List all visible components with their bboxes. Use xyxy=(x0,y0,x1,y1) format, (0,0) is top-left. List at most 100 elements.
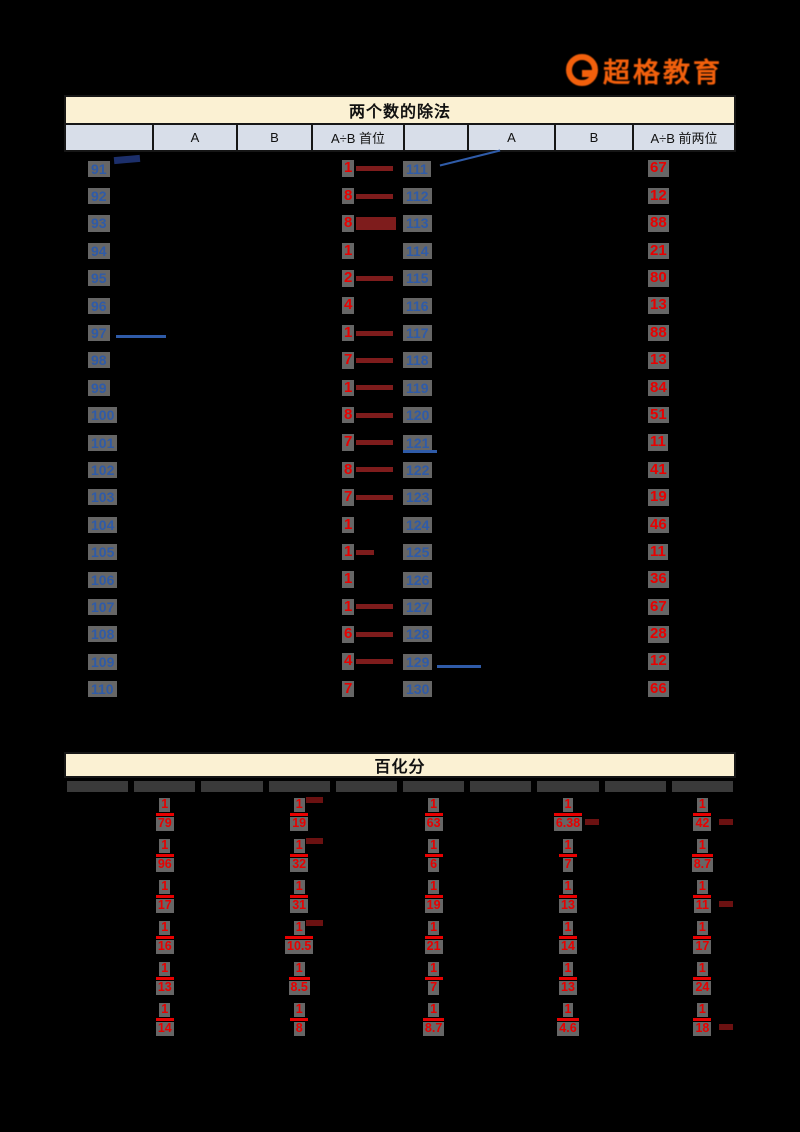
row-number-cell: 91 xyxy=(64,154,150,182)
table-row: 103 7 123 19 xyxy=(64,484,736,511)
fraction-denominator: 17 xyxy=(693,939,712,954)
value-a-cell xyxy=(150,237,234,264)
row-number-cell: 114 xyxy=(401,237,465,264)
column-header: B xyxy=(556,125,632,150)
fraction-denominator: 19 xyxy=(424,898,443,913)
fraction-answer-cell: 1 13 xyxy=(131,958,198,999)
answer-first-two-digits: 12 xyxy=(648,186,669,205)
value-b-cell xyxy=(234,566,309,593)
table-row: 99 1 119 84 xyxy=(64,374,736,401)
fraction-numerator: 1 xyxy=(696,1002,708,1017)
row-number: 122 xyxy=(403,461,433,479)
row-number-cell: 122 xyxy=(401,456,465,483)
fraction-denominator: 7 xyxy=(428,980,440,995)
fraction-answer: 1 31 xyxy=(290,879,309,913)
answer-first-digit-cell: 6 xyxy=(309,621,401,648)
value-b-cell xyxy=(234,210,309,237)
pen-stroke xyxy=(356,467,394,473)
value-b-cell xyxy=(552,374,630,401)
value-b-cell xyxy=(552,265,630,292)
value-a-cell xyxy=(150,292,234,319)
pen-mark xyxy=(403,450,437,454)
answer-first-two-digits-cell: 13 xyxy=(630,347,736,374)
fraction-bar xyxy=(693,1018,712,1021)
row-number: 110 xyxy=(88,681,117,698)
fraction-bar xyxy=(558,854,577,857)
pen-stroke xyxy=(356,659,394,665)
fraction-numerator: 1 xyxy=(562,838,574,853)
question-cell xyxy=(467,876,534,917)
table-row: 107 1 127 67 xyxy=(64,593,736,620)
question-cell xyxy=(602,794,669,835)
question-cell xyxy=(64,835,131,876)
fraction-numerator: 1 xyxy=(562,920,574,935)
answer-first-digit-cell: 4 xyxy=(309,648,401,675)
fraction-bar xyxy=(155,977,174,980)
fraction-bar xyxy=(557,1018,579,1021)
table-row: 95 2 115 80 xyxy=(64,265,736,292)
pen-stroke xyxy=(356,385,394,391)
table-row: 105 1 125 11 xyxy=(64,538,736,565)
value-a-cell xyxy=(465,593,552,620)
row-number: 123 xyxy=(403,489,433,506)
pen-stroke xyxy=(356,604,394,610)
answer-first-digit-cell: 8 xyxy=(309,456,401,483)
value-b-cell xyxy=(552,292,630,319)
pen-stroke xyxy=(356,494,394,500)
fraction-numerator: 1 xyxy=(428,797,440,812)
pen-mark xyxy=(437,665,481,669)
ink-smudge xyxy=(584,819,599,825)
fraction-denominator: 79 xyxy=(155,816,174,831)
value-a-cell xyxy=(150,429,234,456)
answer-first-two-digits: 88 xyxy=(648,214,669,232)
answer-first-two-digits-cell: 28 xyxy=(630,621,736,648)
answer-first-two-digits: 19 xyxy=(648,488,669,506)
question-text-blob xyxy=(470,781,532,792)
answer-first-two-digits: 36 xyxy=(648,570,669,588)
fraction-numerator: 1 xyxy=(159,1002,171,1017)
value-b-cell xyxy=(552,593,630,620)
value-a-cell xyxy=(150,210,234,237)
question-cell xyxy=(602,876,669,917)
fraction-answer: 1 13 xyxy=(155,961,174,995)
ink-smudge xyxy=(305,838,323,844)
brand-logo: 超格教育 xyxy=(566,52,723,88)
fraction-numerator: 1 xyxy=(696,920,708,935)
row-number-cell: 127 xyxy=(401,593,465,620)
fraction-answer: 1 11 xyxy=(693,879,712,913)
fraction-bar xyxy=(155,854,174,857)
row-number-cell: 119 xyxy=(401,374,465,401)
fraction-bar xyxy=(290,895,309,898)
answer-first-two-digits-cell: 67 xyxy=(630,593,736,620)
row-number-cell: 115 xyxy=(401,265,465,292)
answer-first-two-digits-cell: 12 xyxy=(630,648,736,675)
fraction-numerator: 1 xyxy=(696,838,708,853)
row-number: 115 xyxy=(403,270,432,287)
fraction-bar xyxy=(693,977,712,980)
fraction-numerator: 1 xyxy=(293,1002,305,1017)
fraction-answer-cell: 1 96 xyxy=(131,835,198,876)
fraction-denominator: 16 xyxy=(155,939,174,954)
table-row: 100 8 120 51 xyxy=(64,402,736,429)
fraction-numerator: 1 xyxy=(159,961,171,976)
answer-first-digit: 1 xyxy=(342,570,355,588)
row-number: 99 xyxy=(88,379,110,396)
answer-first-two-digits: 88 xyxy=(648,323,669,342)
pen-stroke xyxy=(356,216,397,230)
fraction-denominator: 10.5 xyxy=(285,939,314,954)
answer-first-two-digits-cell: 67 xyxy=(630,155,736,182)
fraction-numerator: 1 xyxy=(562,961,574,976)
row-number-cell: 104 xyxy=(64,511,150,538)
value-a-cell xyxy=(465,675,552,702)
fraction-denominator: 21 xyxy=(424,939,443,954)
value-b-cell xyxy=(234,374,309,401)
value-b-cell xyxy=(552,511,630,538)
value-a-cell xyxy=(150,675,234,702)
pen-stroke xyxy=(356,549,375,555)
table-row: 92 8 112 12 xyxy=(64,182,736,209)
column-header xyxy=(405,125,467,150)
division-table-title: 两个数的除法 xyxy=(64,95,736,125)
pen-stroke xyxy=(356,275,394,281)
